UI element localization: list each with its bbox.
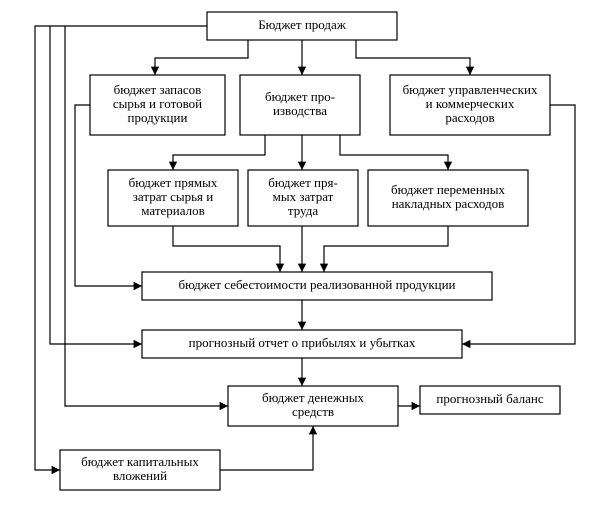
node-label: затрат сырья и bbox=[133, 189, 213, 204]
node-label: вложений bbox=[113, 468, 167, 483]
flow-node-n_inv: бюджет запасовсырья и готовойпродукции bbox=[90, 75, 225, 135]
node-label: изводства bbox=[273, 103, 327, 118]
node-label: бюджет переменных bbox=[391, 182, 505, 197]
node-label: материалов bbox=[141, 203, 205, 218]
node-label: бюджет прямых bbox=[129, 175, 218, 190]
flow-arrow bbox=[155, 40, 248, 75]
flow-arrow bbox=[173, 226, 280, 272]
nodes-layer: Бюджет продаж бюджет запасовсырья и готов… bbox=[60, 12, 560, 490]
flow-arrow bbox=[324, 226, 448, 272]
flow-arrow bbox=[173, 135, 265, 170]
node-label: прогнозный отчет о прибылях и убытках bbox=[189, 335, 416, 350]
node-label: мых затрат bbox=[273, 189, 334, 204]
flow-arrow bbox=[356, 40, 470, 75]
node-label: бюджет денежных bbox=[262, 390, 365, 405]
flow-node-n_capex: бюджет капитальныхвложений bbox=[60, 450, 220, 490]
flow-node-n_ovh: бюджет переменныхнакладных расходов bbox=[368, 170, 528, 226]
node-label: труда bbox=[288, 203, 318, 218]
node-label: сырья и готовой bbox=[113, 96, 202, 111]
node-label: бюджет управленческих bbox=[403, 82, 538, 97]
flow-node-n_pl: прогнозный отчет о прибылях и убытках bbox=[142, 330, 462, 358]
node-label: накладных расходов bbox=[392, 196, 505, 211]
flow-node-n_lab: бюджет пря-мых затраттруда bbox=[248, 170, 358, 226]
node-label: бюджет капитальных bbox=[81, 454, 199, 469]
node-label: бюджет себестоимости реализованной проду… bbox=[178, 277, 455, 292]
flow-arrow bbox=[340, 135, 448, 170]
flow-node-n_cash: бюджет денежныхсредств bbox=[228, 386, 398, 426]
node-label: расходов bbox=[445, 110, 494, 125]
node-label: прогнозный баланс bbox=[436, 391, 543, 406]
flow-node-n_sales: Бюджет продаж bbox=[207, 12, 397, 40]
flow-node-n_cogs: бюджет себестоимости реализованной проду… bbox=[142, 272, 492, 300]
node-label: продукции bbox=[128, 110, 188, 125]
flow-arrow bbox=[220, 426, 313, 470]
flow-node-n_bal: прогнозный баланс bbox=[420, 386, 560, 414]
flow-node-n_prod: бюджет про-изводства bbox=[240, 75, 360, 135]
flow-node-n_mat: бюджет прямыхзатрат сырья иматериалов bbox=[108, 170, 238, 226]
node-label: средств bbox=[292, 404, 334, 419]
budget-flowchart: Бюджет продаж бюджет запасовсырья и готов… bbox=[0, 0, 600, 520]
node-label: бюджет пря- bbox=[268, 175, 338, 190]
node-label: бюджет запасов bbox=[114, 82, 202, 97]
node-label: и коммерческих bbox=[426, 96, 515, 111]
node-label: бюджет про- bbox=[265, 89, 335, 104]
flow-node-n_mgmt: бюджет управленческихи коммерческихрасхо… bbox=[390, 75, 550, 135]
node-label: Бюджет продаж bbox=[258, 17, 347, 32]
